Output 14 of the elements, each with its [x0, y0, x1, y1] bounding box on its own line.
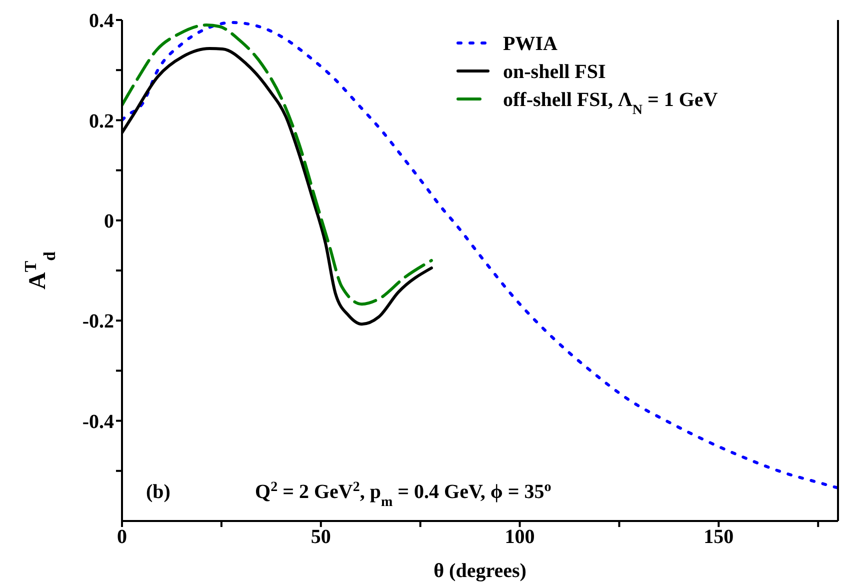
annotation: Q$^{2}$ = 2 GeV$^{2}$, p$_{m}$ = 0.4 GeV, ϕ = 35$^{o}$ — [255, 480, 552, 510]
y-tick-label: 0 — [104, 210, 114, 232]
legend-label: off-shell FSI, Λ$_{N}$ = 1 GeV — [503, 89, 718, 118]
x-tick-label: 50 — [310, 526, 331, 548]
y-tick-label: -0.2 — [82, 310, 114, 333]
x-axis-title: θ (degrees) — [434, 560, 526, 582]
y-tick-label: 0.4 — [89, 10, 114, 32]
annotation: (b) — [146, 481, 170, 503]
x-tick-label: 150 — [704, 526, 734, 548]
legend-label: PWIA — [503, 33, 558, 55]
y-tick-label: 0.2 — [89, 110, 114, 132]
x-tick-label: 100 — [504, 526, 535, 548]
legend-label: on-shell FSI — [503, 61, 606, 83]
y-tick-label: -0.4 — [82, 410, 114, 433]
